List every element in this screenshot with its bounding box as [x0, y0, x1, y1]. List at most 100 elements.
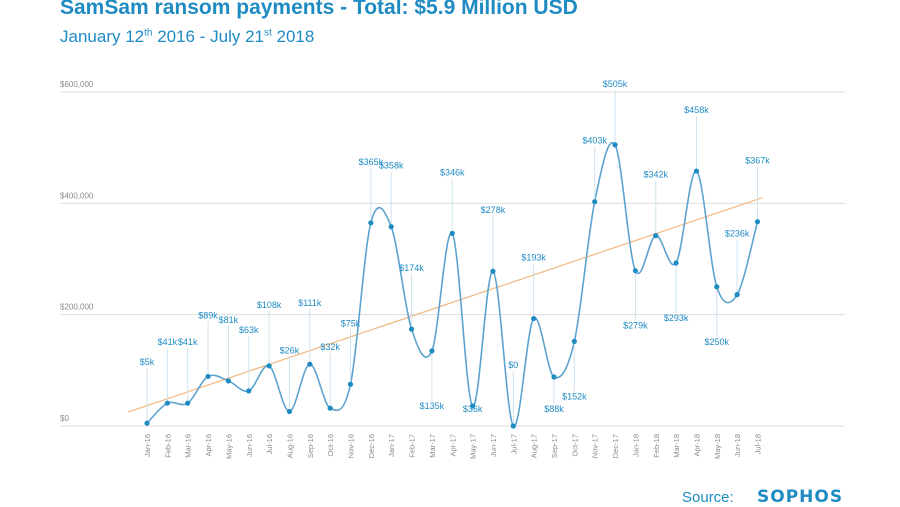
gridlines: [60, 91, 845, 427]
x-tick-label: Mar-18: [672, 434, 681, 458]
data-label: $32k: [320, 342, 340, 352]
data-point: [307, 361, 313, 367]
data-label: $250k: [705, 337, 730, 347]
data-point: [327, 405, 333, 411]
data-point: [754, 219, 761, 225]
data-point: [368, 220, 374, 226]
data-label: $26k: [280, 346, 300, 356]
source-label: Source:: [682, 489, 734, 506]
data-label: $293k: [664, 313, 689, 323]
x-tick-label: Jan-18: [631, 434, 640, 457]
data-point: [388, 224, 394, 230]
y-tick-label: $200,000: [60, 303, 94, 312]
y-axis-ticks: $0 $200,000 $400,000 $600,000: [60, 80, 94, 423]
x-tick-label: Aug-17: [530, 434, 539, 458]
trendline-layer: [127, 197, 763, 413]
y-tick-label: $600,000: [60, 80, 94, 89]
data-label: $75k: [341, 318, 361, 328]
data-label: $365k: [359, 157, 384, 167]
x-tick-label: Apr-18: [692, 434, 701, 457]
x-tick-label: Mar-17: [428, 434, 437, 458]
sophos-logo: SOPHOS: [757, 487, 844, 507]
data-label: $63k: [239, 325, 259, 335]
x-tick-label: Jun-16: [245, 434, 254, 457]
data-point: [551, 374, 557, 380]
x-tick-label: May-17: [469, 434, 478, 459]
data-label: $342k: [643, 170, 668, 180]
data-label: $108k: [257, 300, 282, 310]
data-label: $89k: [198, 310, 218, 320]
x-tick-label: Mar-16: [184, 434, 193, 458]
data-point: [470, 403, 476, 409]
subtitle-end-ordinal: st: [263, 27, 272, 39]
y-tick-label: $0: [60, 414, 69, 423]
data-point: [225, 378, 231, 384]
data-label: $278k: [481, 205, 506, 215]
x-tick-label: Jan-17: [387, 434, 396, 457]
data-label: $152k: [562, 391, 587, 401]
x-tick-label: Jun-17: [489, 434, 498, 457]
x-tick-label: Oct-16: [326, 434, 335, 457]
x-tick-label: Feb-18: [652, 434, 661, 458]
data-label: $88k: [544, 404, 564, 414]
data-point: [266, 363, 272, 369]
data-point: [632, 268, 639, 274]
data-point: [693, 168, 700, 174]
data-point: [673, 260, 679, 266]
data-point: [653, 233, 659, 239]
data-label: $236k: [725, 229, 750, 239]
x-tick-label: Feb-17: [408, 434, 417, 458]
data-point: [185, 400, 191, 406]
data-label: $0: [508, 360, 518, 370]
data-point: [408, 326, 415, 332]
data-point: [592, 199, 598, 205]
data-point: [612, 142, 618, 148]
data-label: $174k: [399, 263, 424, 273]
data-point: [246, 388, 252, 394]
y-tick-label: $400,000: [60, 191, 94, 200]
data-label: $41k: [158, 337, 178, 347]
x-tick-label: Nov-16: [347, 434, 356, 458]
label-leaders: [146, 89, 758, 426]
data-points: [144, 142, 761, 429]
subtitle-mid: 2016 - July 21: [152, 27, 264, 46]
data-label: $358k: [379, 161, 404, 171]
x-tick-label: Jan-16: [143, 434, 152, 457]
chart-title: SamSam ransom payments - Total: $5.9 Mil…: [60, 0, 578, 19]
data-label: $346k: [440, 167, 465, 177]
x-tick-label: Sep-16: [306, 434, 315, 458]
x-tick-label: Apr-17: [448, 434, 457, 457]
x-axis-ticks: Jan-16 Feb-16 Mar-16 Apr-16 May-16 Jun-16 Jul-…: [143, 434, 763, 459]
chart-subtitle: January 12th 2016 - July 21st 2018: [60, 27, 314, 47]
data-point: [571, 338, 577, 344]
x-tick-label: Dec-17: [611, 434, 620, 458]
data-label: $505k: [603, 79, 628, 89]
x-tick-label: May-18: [713, 434, 722, 459]
data-labels: $5k$41k $41k$89k $81k$63k$108k$26k$111k$32…: [140, 79, 771, 414]
data-label: $193k: [521, 253, 546, 263]
x-tick-label: Apr-16: [204, 434, 213, 457]
data-point: [714, 284, 720, 290]
x-tick-label: Jul-17: [509, 434, 518, 454]
data-label: $81k: [219, 315, 239, 325]
data-point: [531, 315, 537, 322]
subtitle-end: 2018: [271, 27, 315, 46]
data-label: $135k: [420, 401, 445, 411]
subtitle-start: January 12: [60, 27, 145, 46]
x-tick-label: Jul-18: [754, 434, 763, 454]
data-point: [347, 381, 354, 387]
x-tick-label: Sep-17: [550, 434, 559, 458]
data-point: [286, 408, 293, 415]
subtitle-start-ordinal: th: [144, 27, 153, 39]
data-label: $5k: [140, 357, 155, 367]
x-tick-label: May-16: [224, 434, 233, 459]
data-point: [510, 423, 516, 429]
x-tick-label: Jul-16: [265, 434, 274, 454]
x-tick-label: Aug-16: [285, 434, 294, 458]
data-point: [449, 230, 455, 236]
data-label: $41k: [178, 337, 198, 347]
x-tick-label: Dec-16: [367, 434, 376, 458]
data-label: $279k: [623, 321, 648, 331]
data-point: [429, 348, 435, 354]
